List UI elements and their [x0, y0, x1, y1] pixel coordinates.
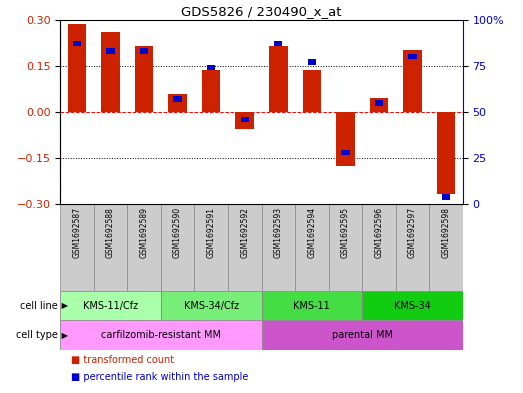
Text: GSM1692596: GSM1692596 — [374, 207, 383, 258]
Text: GSM1692589: GSM1692589 — [140, 207, 149, 258]
Bar — [60, 320, 262, 350]
Bar — [408, 54, 417, 59]
Bar — [262, 204, 295, 291]
Bar — [403, 50, 422, 112]
Bar — [127, 204, 161, 291]
Text: GSM1692591: GSM1692591 — [207, 207, 215, 258]
Bar — [308, 59, 316, 65]
Bar — [241, 117, 249, 122]
Text: KMS-11/Cfz: KMS-11/Cfz — [83, 301, 138, 310]
Bar — [303, 70, 321, 112]
Bar — [362, 204, 396, 291]
Bar — [370, 98, 388, 112]
Text: GSM1692595: GSM1692595 — [341, 207, 350, 258]
Bar — [174, 96, 182, 102]
Text: ▶: ▶ — [59, 331, 67, 340]
Bar — [135, 46, 153, 112]
Text: ▶: ▶ — [59, 301, 67, 310]
Bar — [168, 94, 187, 112]
Bar — [295, 204, 328, 291]
Bar — [161, 291, 262, 320]
Text: GSM1692588: GSM1692588 — [106, 207, 115, 258]
Bar — [60, 204, 94, 291]
Text: KMS-34: KMS-34 — [394, 301, 431, 310]
Text: KMS-11: KMS-11 — [293, 301, 330, 310]
Bar — [328, 204, 362, 291]
Text: GSM1692597: GSM1692597 — [408, 207, 417, 258]
Bar — [362, 291, 463, 320]
Text: GSM1692593: GSM1692593 — [274, 207, 283, 258]
Bar — [161, 204, 195, 291]
Bar — [207, 65, 215, 70]
Bar — [396, 204, 429, 291]
Text: GSM1692594: GSM1692594 — [308, 207, 316, 258]
Bar — [442, 194, 450, 200]
Bar — [67, 24, 86, 112]
Bar — [235, 112, 254, 129]
Text: GSM1692587: GSM1692587 — [72, 207, 82, 258]
Text: GSM1692598: GSM1692598 — [441, 207, 451, 258]
Bar — [437, 112, 456, 194]
Bar — [106, 48, 115, 54]
Bar — [274, 41, 282, 46]
Text: ■ transformed count: ■ transformed count — [71, 354, 174, 365]
Text: cell type: cell type — [16, 330, 58, 340]
Text: cell line: cell line — [20, 301, 58, 310]
Bar — [101, 32, 120, 112]
Text: GSM1692590: GSM1692590 — [173, 207, 182, 258]
Bar — [375, 100, 383, 106]
Bar — [429, 204, 463, 291]
Bar — [336, 112, 355, 166]
Bar — [228, 204, 262, 291]
Text: ■ percentile rank within the sample: ■ percentile rank within the sample — [71, 372, 248, 382]
Text: carfilzomib-resistant MM: carfilzomib-resistant MM — [101, 330, 221, 340]
Bar — [60, 291, 161, 320]
Bar — [262, 320, 463, 350]
Bar — [94, 204, 127, 291]
Text: parental MM: parental MM — [332, 330, 393, 340]
Bar — [202, 70, 220, 112]
Text: GSM1692592: GSM1692592 — [240, 207, 249, 258]
Bar — [269, 46, 288, 112]
Text: KMS-34/Cfz: KMS-34/Cfz — [184, 301, 238, 310]
Bar — [195, 204, 228, 291]
Bar — [140, 48, 148, 54]
Bar — [73, 41, 81, 46]
Bar — [262, 291, 362, 320]
Bar — [341, 150, 349, 155]
Title: GDS5826 / 230490_x_at: GDS5826 / 230490_x_at — [181, 6, 342, 18]
